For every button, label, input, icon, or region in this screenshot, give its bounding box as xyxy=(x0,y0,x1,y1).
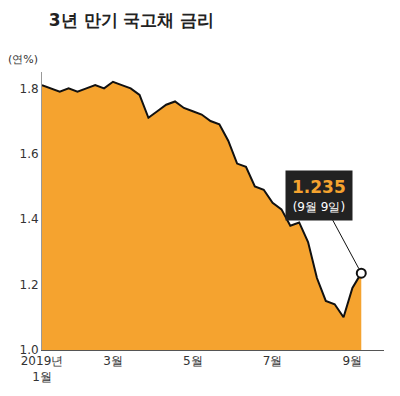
svg-text:1.8: 1.8 xyxy=(20,82,39,96)
svg-text:1.4: 1.4 xyxy=(20,212,39,226)
svg-text:3년 만기 국고채 금리: 3년 만기 국고채 금리 xyxy=(49,10,215,30)
svg-text:(연%): (연%) xyxy=(8,53,38,66)
svg-text:2019년1월: 2019년1월 xyxy=(21,354,64,384)
svg-text:1.235(9월 9일): 1.235(9월 9일) xyxy=(292,177,346,214)
svg-text:5월: 5월 xyxy=(183,354,203,368)
svg-text:1.2: 1.2 xyxy=(20,278,39,292)
svg-text:1.0: 1.0 xyxy=(20,343,39,357)
svg-text:3월: 3월 xyxy=(103,354,123,368)
svg-text:9월: 9월 xyxy=(343,354,363,368)
svg-text:1.6: 1.6 xyxy=(20,147,39,161)
svg-text:7월: 7월 xyxy=(263,354,283,368)
